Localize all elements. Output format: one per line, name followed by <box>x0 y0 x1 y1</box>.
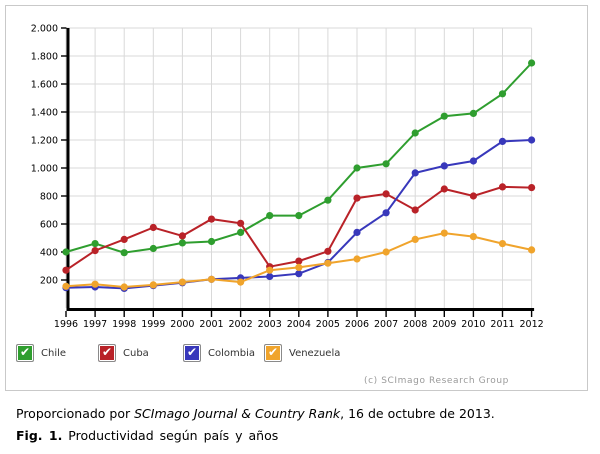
series-chile <box>62 59 536 257</box>
svg-text:200: 200 <box>40 276 58 287</box>
svg-text:1998: 1998 <box>112 319 136 330</box>
legend-item-venezuela: ✔ Venezuela <box>264 344 340 362</box>
legend-checkbox-cuba[interactable]: ✔ <box>98 344 116 362</box>
legend-item-cuba: ✔ Cuba <box>98 344 149 362</box>
svg-text:1999: 1999 <box>141 319 165 330</box>
caption-source-name: SCImago Journal & Country Rank <box>134 406 341 421</box>
axes <box>66 28 535 311</box>
chart-legend: ✔ Chile ✔ Cuba ✔ Colombia ✔ Venezuela <box>6 344 587 366</box>
caption-provider-prefix: Proporcionado por <box>16 406 135 421</box>
chart-svg: 200 400 600 800 1.000 1.200 1.400 1.600 1.800 2.0… <box>31 24 544 331</box>
svg-text:800: 800 <box>40 192 58 203</box>
chart-figure: 200 400 600 800 1.000 1.200 1.400 1.600 1.800 2.0… <box>5 5 588 391</box>
caption-fig-label: Fig. 1. <box>16 428 63 443</box>
svg-text:2001: 2001 <box>199 319 223 330</box>
x-axis-labels: 1996 1997 1998 1999 2000 2001 2002 2003 2004 2005… <box>54 319 544 330</box>
svg-text:1.800: 1.800 <box>31 52 58 63</box>
svg-text:600: 600 <box>40 220 58 231</box>
figure-caption: Proporcionado por SCImago Journal & Coun… <box>16 403 588 447</box>
y-axis-labels: 200 400 600 800 1.000 1.200 1.400 1.600 1.800 2.0… <box>31 24 58 287</box>
legend-checkbox-chile[interactable]: ✔ <box>16 344 34 362</box>
legend-label-chile: Chile <box>41 347 67 359</box>
svg-text:2007: 2007 <box>374 319 398 330</box>
svg-text:1.200: 1.200 <box>31 136 58 147</box>
caption-fig-title: Productividad según país y años <box>62 428 279 443</box>
svg-text:2.000: 2.000 <box>31 24 58 35</box>
copyright-text: (c) SCImago Research Group <box>364 376 509 386</box>
legend-checkbox-venezuela[interactable]: ✔ <box>264 344 282 362</box>
svg-text:2012: 2012 <box>520 319 544 330</box>
svg-text:2000: 2000 <box>170 319 194 330</box>
svg-text:2011: 2011 <box>490 319 514 330</box>
svg-text:2010: 2010 <box>461 319 485 330</box>
svg-text:2005: 2005 <box>316 319 340 330</box>
svg-text:400: 400 <box>40 248 58 259</box>
series-cuba <box>62 183 536 274</box>
svg-text:2009: 2009 <box>432 319 456 330</box>
svg-text:1997: 1997 <box>83 319 107 330</box>
caption-title-line: Fig. 1. Productividad según país y años <box>16 425 588 447</box>
svg-text:1996: 1996 <box>54 319 78 330</box>
svg-text:2006: 2006 <box>345 319 369 330</box>
svg-text:2003: 2003 <box>258 319 282 330</box>
svg-text:2002: 2002 <box>229 319 253 330</box>
legend-label-cuba: Cuba <box>123 347 149 359</box>
svg-text:1.600: 1.600 <box>31 80 58 91</box>
svg-text:1.000: 1.000 <box>31 164 58 175</box>
caption-date: , 16 de octubre de 2013. <box>340 406 495 421</box>
legend-label-colombia: Colombia <box>208 347 255 359</box>
legend-label-venezuela: Venezuela <box>289 347 341 359</box>
legend-item-chile: ✔ Chile <box>16 344 66 362</box>
caption-source-line: Proporcionado por SCImago Journal & Coun… <box>16 403 588 425</box>
svg-text:2004: 2004 <box>287 319 311 330</box>
svg-text:2008: 2008 <box>403 319 427 330</box>
legend-item-colombia: ✔ Colombia <box>183 344 255 362</box>
svg-text:1.400: 1.400 <box>31 108 58 119</box>
axis-ticks <box>61 27 533 317</box>
legend-checkbox-colombia[interactable]: ✔ <box>183 344 201 362</box>
series-venezuela <box>62 229 536 291</box>
